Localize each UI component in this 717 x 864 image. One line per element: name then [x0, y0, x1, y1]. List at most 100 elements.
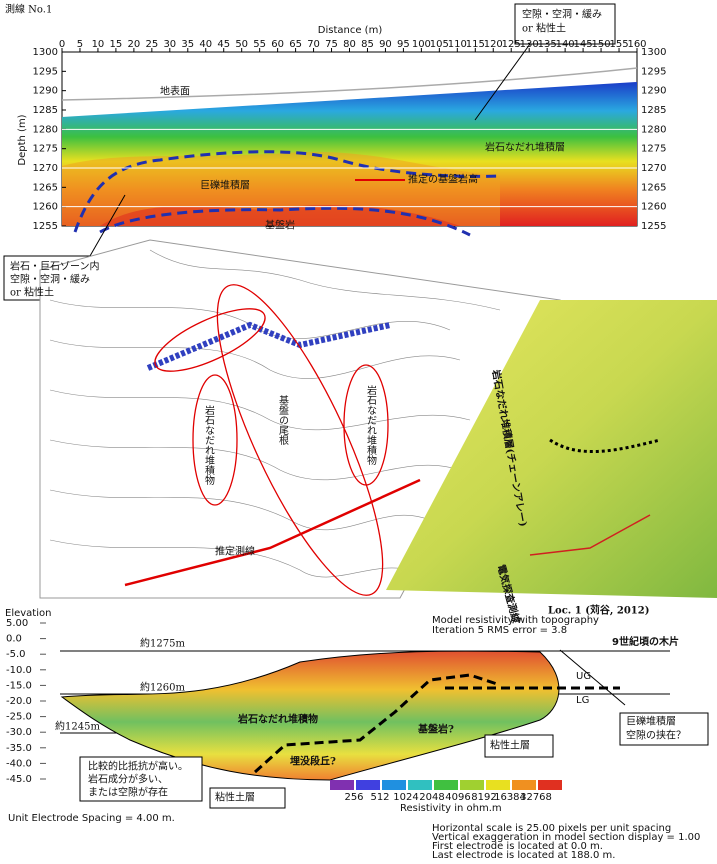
color-swatch: [434, 780, 458, 790]
color-swatch: [486, 780, 510, 790]
color-swatch: [460, 780, 484, 790]
x-tick-label: 5: [77, 39, 83, 50]
y-tick-label: -25.0: [6, 712, 32, 723]
x-tick-label: 20: [128, 39, 141, 50]
scale-label: 512: [370, 792, 389, 803]
y-tick-label: -45.0: [6, 774, 32, 785]
label: 岩石成分が多い、: [88, 773, 168, 786]
label: 粘性土層: [490, 739, 530, 752]
callout-text: or 粘性土: [10, 286, 54, 299]
callout-text: 空隙・空洞・緩み: [522, 8, 602, 21]
color-swatch: [512, 780, 536, 790]
y-tick-label: 1285: [641, 105, 666, 116]
box: [209, 787, 286, 809]
label: 岩石なだれ堆積物: [203, 404, 215, 486]
level-label: 約1245m: [55, 720, 100, 733]
y-tick-label: 0.0: [6, 634, 22, 645]
x-tick-label: 80: [343, 39, 356, 50]
leader: [89, 194, 126, 257]
label: 岩石なだれ堆積物: [365, 384, 377, 466]
label: Loc. 1 (苅谷, 2012): [548, 604, 649, 617]
x-tick-label: 50: [235, 39, 248, 50]
label: Resistivity in ohm.m: [400, 803, 502, 814]
level-label: 約1275m: [140, 637, 185, 650]
y-tick-label: 1270: [33, 163, 58, 174]
y-tick-label: 1255: [33, 221, 58, 232]
label: LG: [576, 695, 589, 706]
x-tick-label: 15: [110, 39, 123, 50]
scale-label: 1024: [393, 792, 418, 803]
box: [619, 712, 709, 746]
scale-label: 32768: [520, 792, 552, 803]
y-tick-label: 1295: [641, 66, 666, 77]
note: Vertical exaggeration in model section d…: [432, 832, 700, 843]
label: 基盤岩?: [417, 723, 454, 736]
y-tick-label: -20.0: [6, 696, 32, 707]
x-tick-label: 90: [379, 39, 392, 50]
callout-text: or 粘性土: [522, 22, 566, 35]
x-tick-label: 85: [361, 39, 374, 50]
x-tick-label: 110: [448, 39, 467, 50]
level-label: 約1260m: [140, 681, 185, 694]
y-tick-label: 1280: [641, 124, 666, 135]
x-tick-label: 115: [466, 39, 485, 50]
color-swatch: [330, 780, 354, 790]
scale-label: 256: [344, 792, 363, 803]
label: Elevation: [5, 608, 51, 619]
scale-label: 4096: [445, 792, 470, 803]
x-tick-label: 40: [199, 39, 212, 50]
color-swatch: [382, 780, 406, 790]
note: Horizontal scale is 25.00 pixels per uni…: [432, 823, 671, 834]
x-tick-label: 65: [289, 39, 302, 50]
x-tick-label: 25: [145, 39, 158, 50]
label: 推定測線: [215, 545, 255, 558]
x-tick-label: 135: [538, 39, 557, 50]
x-tick-label: 105: [430, 39, 449, 50]
x-tick-label: 130: [520, 39, 539, 50]
x-tick-label: 70: [307, 39, 320, 50]
label: Unit Electrode Spacing = 4.00 m.: [8, 813, 175, 824]
x-tick-label: 30: [163, 39, 176, 50]
label: Model resistivity with topography: [432, 615, 599, 626]
y-tick-label: 1300: [33, 47, 58, 58]
label: 埋没段丘?: [290, 755, 336, 768]
x-tick-label: 140: [556, 39, 575, 50]
x-tick-label: 10: [92, 39, 105, 50]
note: First electrode is located at 0.0 m.: [432, 841, 603, 852]
x-tick-label: 125: [502, 39, 521, 50]
label: 岩石なだれ堆積層: [485, 141, 565, 154]
y-tick-label: 1270: [641, 163, 666, 174]
label: 基盤の尾根: [277, 394, 289, 446]
x-tick-label: 0: [59, 39, 65, 50]
x-tick-label: 155: [609, 39, 628, 50]
y-tick-label: 1290: [641, 86, 666, 97]
label: UG: [576, 671, 591, 682]
y-tick-label: 1260: [33, 202, 58, 213]
y-tick-label: 1275: [641, 144, 666, 155]
y-tick-label: -35.0: [6, 743, 32, 754]
x-tick-label: 120: [484, 39, 503, 50]
x-tick-label: 75: [325, 39, 338, 50]
y-tick-label: -15.0: [6, 680, 32, 691]
x-tick-label: 45: [217, 39, 230, 50]
survey-line: [146, 321, 391, 371]
estimated-line: [124, 478, 421, 587]
y-tick-label: 1265: [641, 182, 666, 193]
y-tick-label: 1290: [33, 86, 58, 97]
y-tick-label: 1300: [641, 47, 666, 58]
x-tick-label: 60: [271, 39, 284, 50]
y-tick-label: 1295: [33, 66, 58, 77]
y-tick-label: 1255: [641, 221, 666, 232]
scale-label: 8192: [471, 792, 496, 803]
label: 9世紀頃の木片: [612, 635, 679, 648]
box: [79, 756, 203, 802]
y-tick-label: 1275: [33, 144, 58, 155]
scale-label: 16384: [494, 792, 526, 803]
y-axis-label: Depth (m): [17, 114, 28, 165]
x-tick-label: 145: [574, 39, 593, 50]
x-tick-label: 150: [592, 39, 611, 50]
label: Iteration 5 RMS error = 3.8: [432, 625, 567, 636]
box: [484, 734, 554, 758]
title: 測線 No.1: [5, 3, 52, 16]
y-tick-label: 1280: [33, 124, 58, 135]
